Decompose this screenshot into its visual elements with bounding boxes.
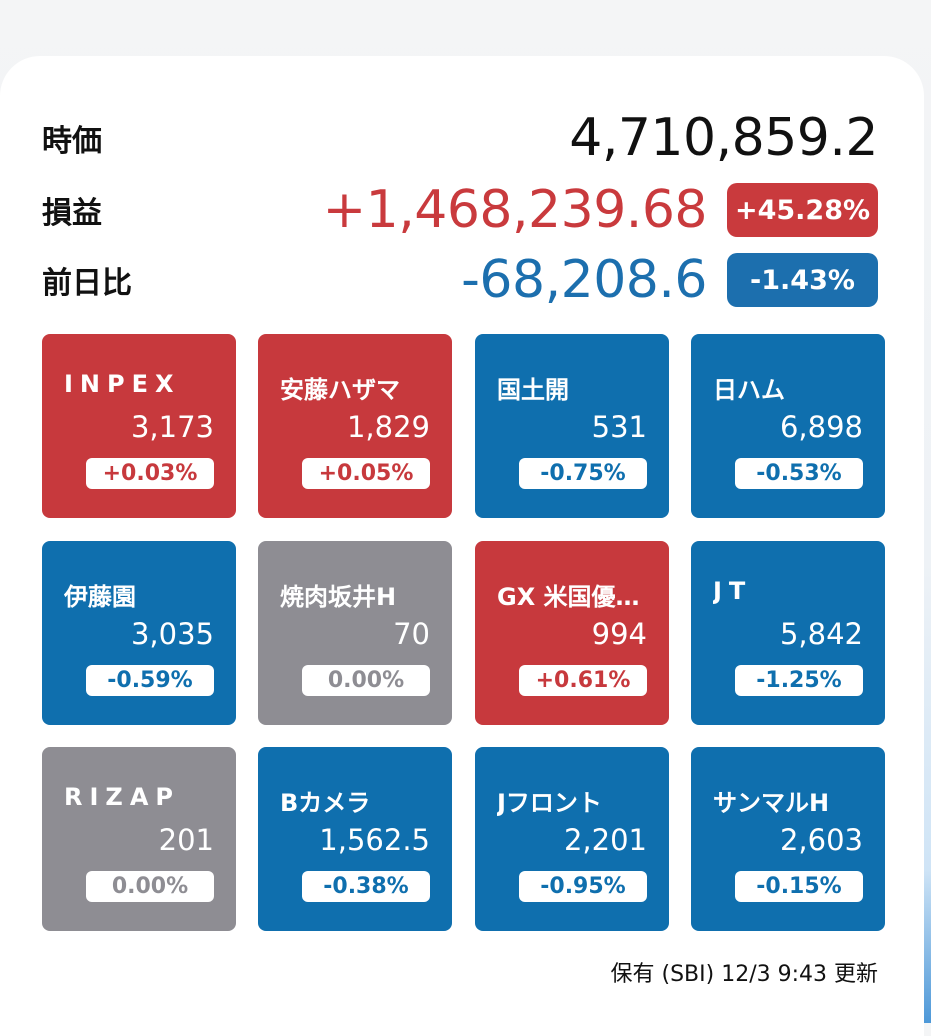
holding-change-badge: +0.05% [302, 458, 430, 489]
last-updated-text: 保有 (SBI) 12/3 9:43 更新 [610, 962, 879, 987]
holding-change-badge: -0.15% [735, 871, 863, 902]
day-change-row: 前日比 -68,208.6 -1.43% [42, 250, 878, 310]
holding-tile-itoen[interactable]: 伊藤園 3,035 -0.59% [42, 541, 236, 725]
holding-price: 531 [591, 410, 647, 444]
holding-tile-kokudokai[interactable]: 国土開 531 -0.75% [475, 334, 669, 518]
holding-name: INPEX [64, 370, 181, 398]
holding-change-badge: +0.61% [519, 665, 647, 696]
holding-tile-gx-us[interactable]: GX 米国優… 994 +0.61% [475, 541, 669, 725]
holding-tile-j-front[interactable]: Jフロント 2,201 -0.95% [475, 747, 669, 931]
holding-price: 994 [591, 617, 647, 651]
holding-price: 201 [158, 823, 214, 857]
holding-tile-ando-hazama[interactable]: 安藤ハザマ 1,829 +0.05% [258, 334, 452, 518]
holding-change-badge: -0.53% [735, 458, 863, 489]
holding-name: GX 米国優… [497, 583, 640, 611]
holding-change-badge: -0.38% [302, 871, 430, 902]
holding-name: 安藤ハザマ [280, 376, 400, 404]
profit-loss-percent-badge: +45.28% [727, 183, 878, 237]
holding-name: 国土開 [497, 376, 569, 404]
holding-price: 6,898 [779, 410, 863, 444]
market-value-label: 時価 [42, 124, 102, 159]
holding-price: 3,035 [130, 617, 214, 651]
day-change-percent-badge: -1.43% [727, 253, 878, 307]
holding-tile-inpex[interactable]: INPEX 3,173 +0.03% [42, 334, 236, 518]
holding-change-badge: -0.95% [519, 871, 647, 902]
holding-tile-sanmaru[interactable]: サンマルH 2,603 -0.15% [691, 747, 885, 931]
holding-change-badge: 0.00% [86, 871, 214, 902]
profit-loss-label: 損益 [42, 196, 102, 231]
holding-price: 3,173 [130, 410, 214, 444]
day-change-label: 前日比 [42, 266, 132, 301]
holding-price: 2,603 [779, 823, 863, 857]
holding-price: 2,201 [563, 823, 647, 857]
holding-name: RIZAP [64, 783, 180, 811]
holding-change-badge: +0.03% [86, 458, 214, 489]
holding-tile-bic-camera[interactable]: Bカメラ 1,562.5 -0.38% [258, 747, 452, 931]
day-change-value: -68,208.6 [461, 250, 707, 310]
profit-loss-value: +1,468,239.68 [322, 180, 708, 240]
holding-price: 1,829 [346, 410, 430, 444]
holding-change-badge: -1.25% [735, 665, 863, 696]
holding-name: Bカメラ [280, 789, 371, 817]
holding-name: JT [713, 577, 753, 605]
holding-name: サンマルH [713, 789, 830, 817]
holding-tile-nippon-ham[interactable]: 日ハム 6,898 -0.53% [691, 334, 885, 518]
holding-change-badge: -0.75% [519, 458, 647, 489]
holding-name: Jフロント [497, 789, 602, 817]
profit-loss-row: 損益 +1,468,239.68 +45.28% [42, 180, 878, 240]
holding-price: 5,842 [779, 617, 863, 651]
holding-tile-rizap[interactable]: RIZAP 201 0.00% [42, 747, 236, 931]
holding-tile-yakiniku-sakai[interactable]: 焼肉坂井H 70 0.00% [258, 541, 452, 725]
holding-change-badge: -0.59% [86, 665, 214, 696]
holding-name: 日ハム [713, 376, 785, 404]
portfolio-widget[interactable]: 時価 4,710,859.2 損益 +1,468,239.68 +45.28% … [0, 56, 924, 1036]
holding-tile-jt[interactable]: JT 5,842 -1.25% [691, 541, 885, 725]
holding-name: 伊藤園 [64, 583, 136, 611]
holding-name: 焼肉坂井H [280, 583, 397, 611]
market-value-row: 時価 4,710,859.2 [42, 108, 878, 168]
holding-price: 1,562.5 [319, 823, 430, 857]
holding-change-badge: 0.00% [302, 665, 430, 696]
market-value: 4,710,859.2 [569, 108, 878, 168]
holding-price: 70 [393, 617, 430, 651]
